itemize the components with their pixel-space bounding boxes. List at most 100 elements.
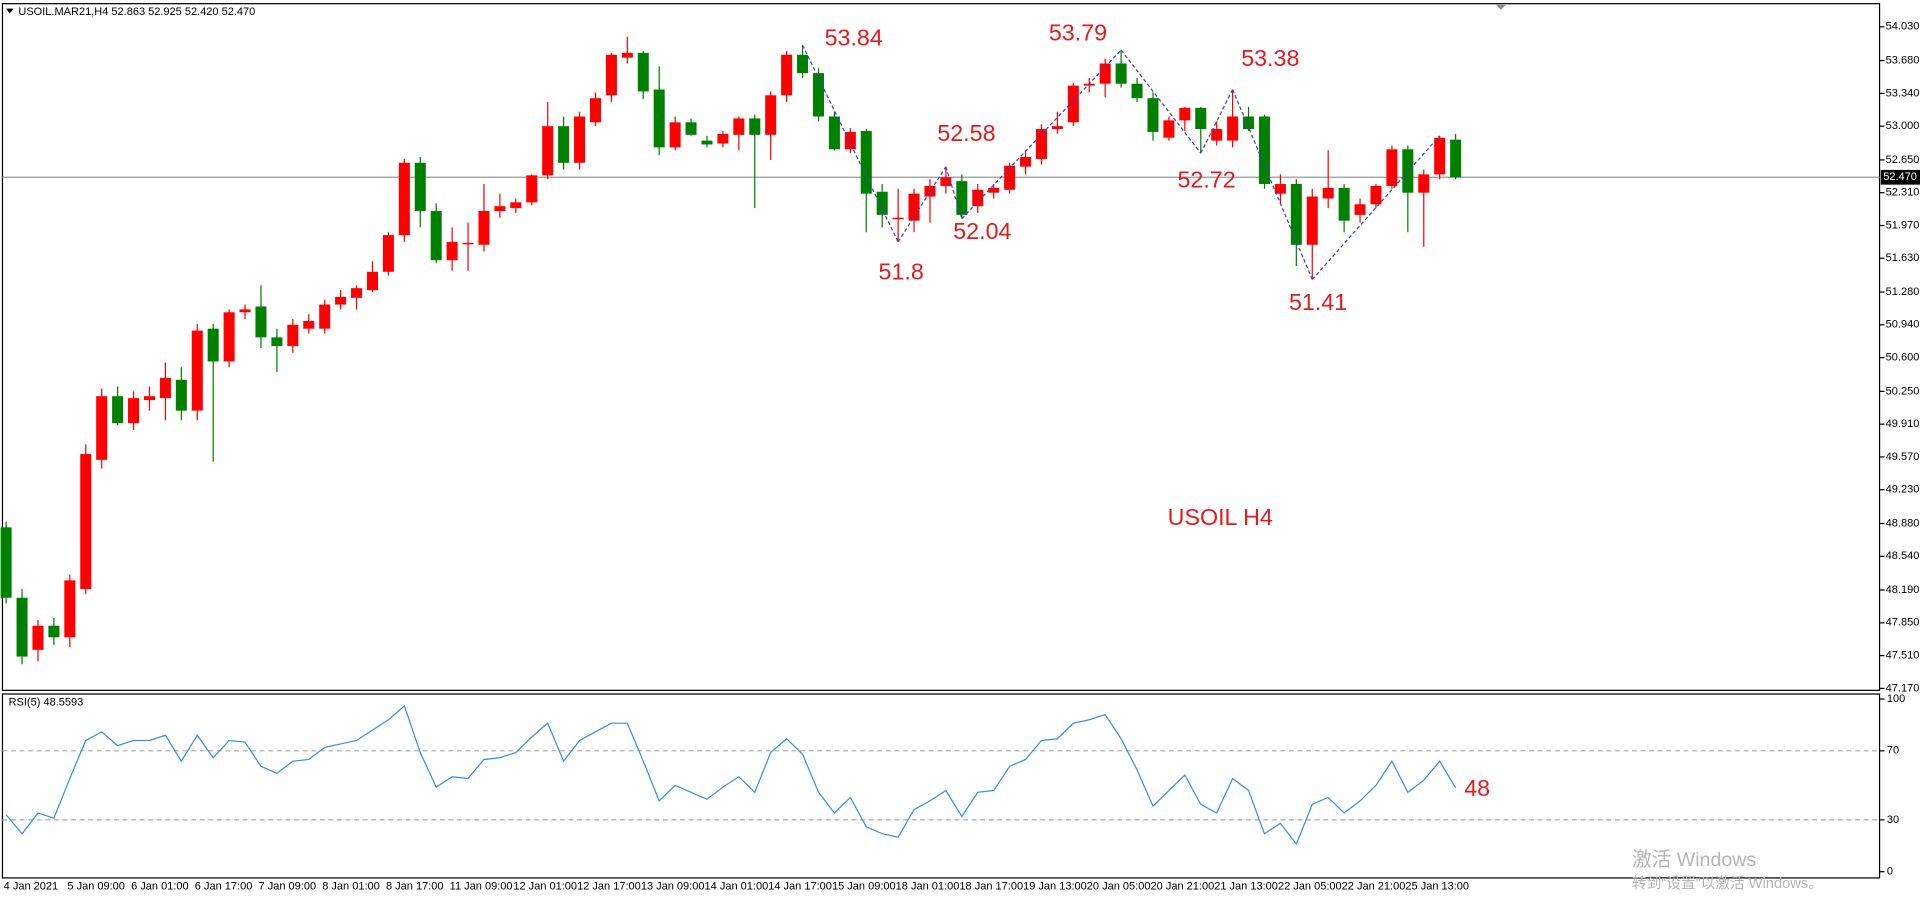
- y-tick-label: 50.250: [1886, 385, 1920, 397]
- candle-body: [844, 131, 856, 150]
- candle-body: [80, 454, 92, 590]
- candle-body: [1099, 63, 1111, 84]
- x-tick-label: 6 Jan 17:00: [195, 880, 253, 892]
- x-tick-label: 5 Jan 09:00: [67, 880, 125, 892]
- y-tick-label: 48.880: [1886, 517, 1920, 529]
- y-tick-label: 49.570: [1886, 451, 1920, 463]
- candle-body: [1051, 126, 1063, 130]
- candle-body: [526, 175, 538, 203]
- candle-body: [1227, 116, 1239, 141]
- candle-body: [351, 288, 363, 298]
- zigzag-segment: [1311, 135, 1441, 280]
- rsi-title: RSI(5) 48.5593: [9, 696, 84, 708]
- candle-body: [1211, 129, 1223, 141]
- candle-body: [1274, 184, 1286, 194]
- candle-body: [175, 379, 187, 411]
- rsi-last-label: 48: [1464, 775, 1490, 801]
- candle-body: [876, 191, 888, 215]
- x-tick-label: 19 Jan 13:00: [1023, 880, 1087, 892]
- watermark: 转到“设置”以激活 Windows。: [1632, 875, 1823, 892]
- y-tick-label: 53.340: [1886, 87, 1920, 99]
- candle-body: [1035, 129, 1047, 159]
- candle-body: [207, 328, 219, 362]
- candle-body: [159, 377, 171, 399]
- x-tick-label: 8 Jan 17:00: [386, 880, 444, 892]
- candle-body: [988, 187, 1000, 193]
- y-tick-label: 30: [1887, 814, 1899, 826]
- candle-body: [781, 54, 793, 96]
- current-price-label: 52.470: [1883, 171, 1917, 183]
- candle-body: [335, 296, 347, 305]
- candle-body: [271, 337, 283, 347]
- y-tick-label: 52.650: [1886, 154, 1920, 166]
- candle-body: [717, 133, 729, 144]
- candle-body: [908, 193, 920, 221]
- candle-body: [303, 320, 315, 329]
- candle-body: [382, 235, 394, 272]
- candle-body: [1386, 149, 1398, 186]
- y-tick-label: 47.510: [1886, 650, 1920, 662]
- x-tick-label: 8 Jan 01:00: [322, 880, 380, 892]
- candle-body: [1290, 184, 1302, 245]
- annotation: USOIL H4: [1168, 504, 1273, 530]
- y-tick-label: 70: [1887, 745, 1899, 757]
- swing-label: 51.41: [1289, 289, 1347, 315]
- candle-body: [239, 309, 251, 313]
- shift-marker: [1496, 4, 1506, 10]
- x-tick-label: 20 Jan 21:00: [1151, 880, 1215, 892]
- x-tick-label: 15 Jan 09:00: [832, 880, 896, 892]
- candle-body: [1131, 83, 1143, 99]
- candle-body: [1179, 107, 1191, 121]
- candle-body: [143, 396, 155, 401]
- x-tick-label: 21 Jan 13:00: [1214, 880, 1278, 892]
- candle-body: [749, 118, 761, 135]
- zigzag-segment: [1120, 49, 1202, 154]
- candle-body: [510, 202, 522, 209]
- y-tick-label: 53.680: [1886, 54, 1920, 66]
- x-tick-label: 11 Jan 09:00: [450, 880, 513, 892]
- candle-body: [414, 162, 426, 212]
- candle-body: [1115, 63, 1127, 84]
- candle-body: [924, 185, 936, 197]
- candle-body: [1354, 204, 1366, 215]
- current-price-box: [1880, 169, 1920, 185]
- candle-body: [494, 206, 506, 212]
- candle-body: [128, 398, 140, 424]
- watermark: 激活 Windows: [1632, 849, 1756, 871]
- swing-label: 52.58: [937, 120, 995, 146]
- y-tick-label: 49.230: [1886, 484, 1920, 496]
- candle-body: [828, 116, 840, 150]
- y-tick-label: 48.190: [1886, 584, 1920, 596]
- x-tick-label: 12 Jan 01:00: [513, 880, 577, 892]
- candle-body: [812, 73, 824, 117]
- candle-body: [48, 625, 60, 638]
- y-tick-label: 50.940: [1886, 319, 1920, 331]
- candle-body: [956, 181, 968, 215]
- y-tick-label: 48.540: [1886, 550, 1920, 562]
- candle-body: [940, 177, 952, 186]
- candle-body: [191, 330, 203, 411]
- x-tick-label: 22 Jan 21:00: [1342, 880, 1406, 892]
- swing-label: 52.72: [1177, 167, 1235, 193]
- y-tick-label: 52.310: [1886, 187, 1920, 199]
- y-tick-label: 51.280: [1886, 286, 1920, 298]
- y-tick-label: 100: [1887, 693, 1905, 705]
- candle-body: [319, 304, 331, 329]
- candle-body: [1004, 165, 1016, 190]
- candle-body: [255, 306, 267, 338]
- candle-body: [621, 52, 633, 58]
- candle-body: [733, 118, 745, 135]
- candle-body: [765, 95, 777, 135]
- candle-body: [1243, 116, 1255, 130]
- candle-body: [1195, 107, 1207, 130]
- candle-body: [653, 89, 665, 148]
- candle-body: [112, 396, 124, 424]
- y-tick-label: 51.630: [1886, 252, 1920, 264]
- candle-body: [64, 580, 76, 638]
- candle-body: [478, 211, 490, 245]
- candle-body: [398, 162, 410, 236]
- candle-body: [446, 241, 458, 261]
- menu-arrow[interactable]: [6, 8, 14, 14]
- candle-body: [287, 324, 299, 347]
- candle-body: [1370, 185, 1382, 205]
